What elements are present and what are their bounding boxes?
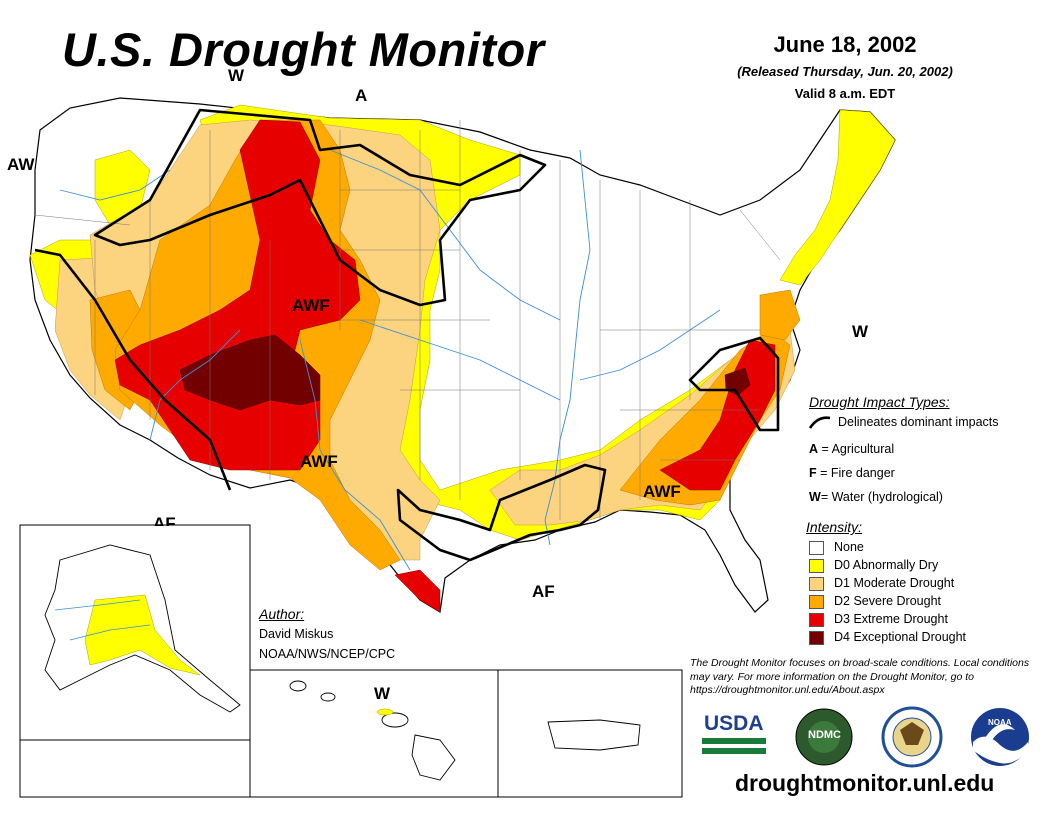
ndmc-logo-inner [808, 721, 840, 753]
valid-time: Valid 8 a.m. EDT [794, 86, 896, 101]
legend-impact-line-sample [808, 416, 831, 429]
intensity-swatch [809, 559, 824, 573]
info-note: The Drought Monitor focuses on broad-sca… [690, 657, 1030, 696]
map-label-af-gulf: AF [532, 582, 555, 601]
author-name: David Miskus [259, 627, 334, 641]
impact-desc: = Fire danger [820, 466, 895, 480]
usda-logo [702, 738, 766, 754]
d0-area-northeast [779, 109, 896, 286]
intensity-swatch [809, 631, 824, 645]
impact-key: W [809, 490, 821, 504]
intensity-label: D4 Exceptional Drought [834, 630, 967, 644]
impact-boundary-southcentral [396, 463, 607, 562]
impact-key: F [809, 466, 817, 480]
impact-legend-agricultural: A = Agricultural [809, 442, 894, 456]
hawaii-island-maui [381, 712, 409, 728]
impact-desc: = Water (hydrological) [820, 490, 943, 504]
noaa-logo-text: NOAA [988, 718, 1012, 727]
intensity-label: D3 Extreme Drought [834, 612, 948, 626]
map-label-w-hawaii: W [374, 684, 391, 703]
hawaii-island-oahu [320, 692, 336, 702]
map-label-awf-southeast: AWF [643, 482, 681, 501]
website-url[interactable]: droughtmonitor.unl.edu [735, 770, 995, 796]
d3-area-texas [394, 569, 441, 613]
commerce-eagle-icon [900, 722, 924, 745]
usda-logo-text: USDA [704, 712, 764, 735]
alaska-d0-area [84, 594, 201, 676]
map-label-w-east: W [852, 322, 869, 341]
intensity-label: D0 Abnormally Dry [834, 558, 939, 572]
state-lines-west [34, 130, 421, 480]
release-date: (Released Thursday, Jun. 20, 2002) [737, 64, 953, 79]
alaska-rivers [54, 599, 151, 641]
d4-area-virginia [724, 367, 751, 396]
impact-desc: = Agricultural [821, 442, 895, 456]
map-label-awf-southwest: AWF [300, 452, 338, 471]
impact-legend-delineates: Delineates dominant impacts [838, 415, 999, 429]
intensity-swatch [809, 595, 824, 609]
impact-boundary-southeast [688, 336, 780, 432]
hawaii-island-big [411, 734, 456, 781]
map-label-aw-west: AW [7, 155, 35, 174]
ndmc-logo-text: NDMC [808, 729, 841, 741]
river-columbia [59, 169, 171, 201]
map-label-w-north: W [228, 66, 245, 85]
river-arkansas [359, 319, 561, 401]
hawaii-inset-frame [249, 669, 499, 798]
intensity-label: None [834, 540, 864, 554]
intensity-legend-title: Intensity: [806, 519, 863, 535]
intensity-label: D2 Severe Drought [834, 594, 942, 608]
noaa-logo-wave [973, 736, 1028, 764]
river-colorado [149, 329, 241, 441]
river-rio-grande [299, 339, 411, 571]
state-lines-central [340, 120, 521, 500]
puerto-rico-shape [547, 719, 641, 751]
noaa-logo-bird-icon [985, 724, 1015, 740]
impact-legend-fire: F = Fire danger [809, 466, 895, 480]
impact-key: A [809, 442, 819, 456]
intensity-swatch [809, 541, 824, 555]
map-date: June 18, 2002 [773, 32, 917, 57]
river-mississippi [544, 149, 591, 546]
hawaii-island-kauai [289, 680, 307, 692]
intensity-label: D1 Moderate Drought [834, 576, 955, 590]
impact-legend-water: W= Water (hydrological) [809, 490, 943, 504]
intensity-swatch [809, 613, 824, 627]
state-lines-east [559, 160, 781, 520]
d2-area-midatlantic [759, 289, 801, 341]
impact-boundary-north [93, 108, 547, 307]
impact-boundary-west [34, 248, 232, 491]
intensity-swatch [809, 577, 824, 591]
map-label-awf-rockies: AWF [292, 296, 330, 315]
impact-legend-title: Drought Impact Types: [809, 394, 950, 410]
author-org: NOAA/NWS/NCEP/CPC [259, 647, 396, 661]
map-label-a-north: A [355, 86, 368, 105]
hawaii-d0-area [376, 708, 394, 716]
river-ohio [579, 309, 721, 381]
author-heading: Author: [259, 606, 305, 622]
page-title: U.S. Drought Monitor [62, 23, 545, 76]
map-label-af-west: AF [153, 514, 176, 526]
